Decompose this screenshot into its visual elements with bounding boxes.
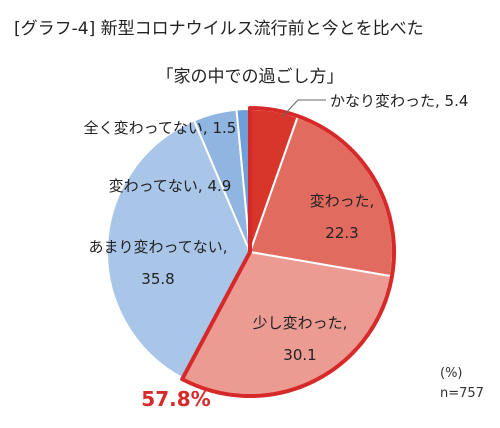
unit-label: (%) xyxy=(440,366,463,381)
sample-size-label: n=757 xyxy=(440,386,484,401)
slice-label-4: あまり変わってない, xyxy=(88,238,227,256)
chart-title-line1: [グラフ-4] 新型コロナウイルス流行前と今とを比べた xyxy=(14,19,424,39)
pie-slice-4 xyxy=(106,119,252,380)
slice-value-3: 30.1 xyxy=(283,346,316,364)
chart-title-line2: 「家の中での過ごし方」 xyxy=(156,67,344,87)
slice-label-2: 変わった, xyxy=(310,192,375,210)
slice-label-1: かなり変わった, 5.4 xyxy=(330,92,468,110)
slice-label-3: 少し変わった, xyxy=(253,314,348,332)
highlight-outline xyxy=(180,106,396,398)
slice-value-2: 22.3 xyxy=(325,224,358,242)
changed-total-label: 57.8% xyxy=(141,387,210,411)
slice-label-5: 変わってない, 4.9 xyxy=(109,177,232,195)
slice-value-4: 35.8 xyxy=(141,270,174,288)
leader-line-kanari xyxy=(281,99,326,118)
slice-label-6: 全く変わってない, 1.5 xyxy=(84,119,237,137)
